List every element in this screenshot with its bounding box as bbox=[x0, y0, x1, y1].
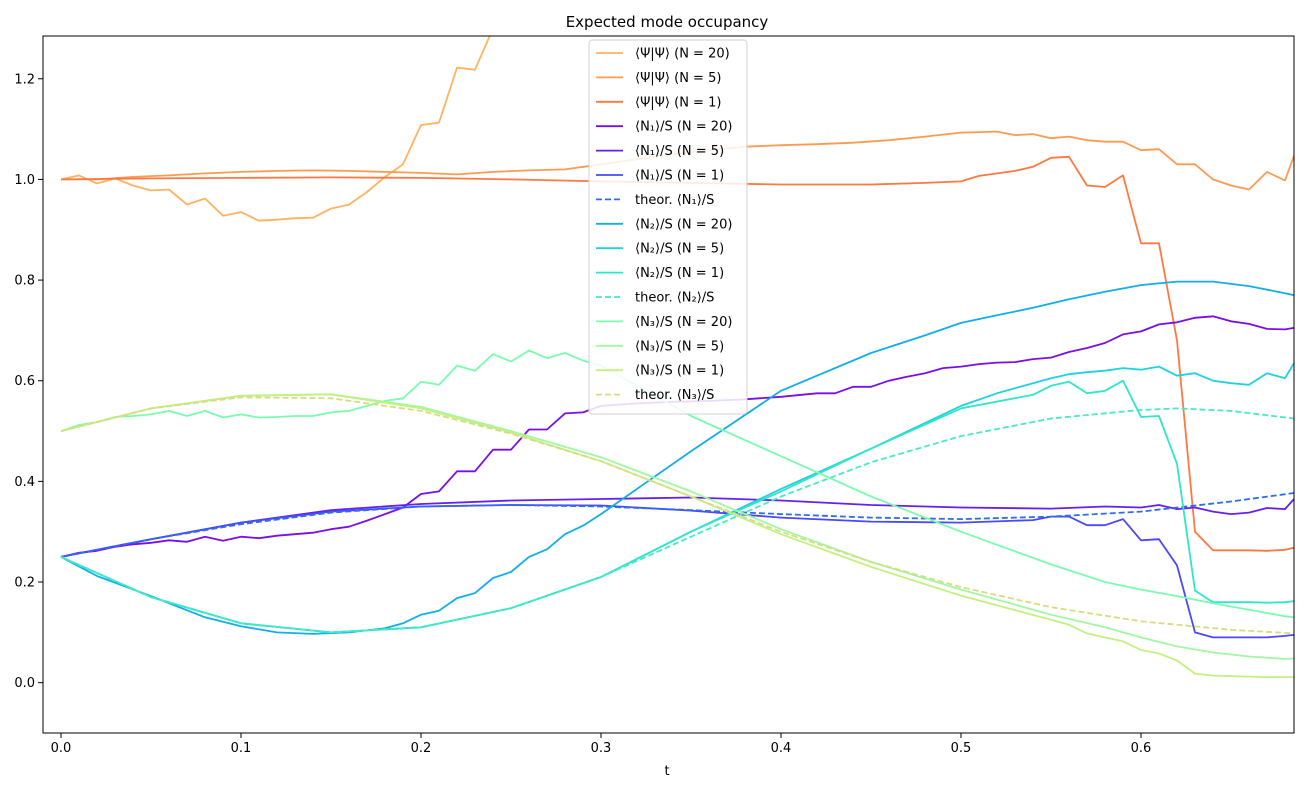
legend-label: ⟨N₂⟩/S (N = 5) bbox=[635, 242, 724, 257]
series-line-12 bbox=[60, 349, 1294, 619]
legend-label: ⟨N₃⟩/S (N = 5) bbox=[635, 339, 724, 354]
x-axis-label: t bbox=[664, 764, 669, 779]
x-tick-label: 0.0 bbox=[51, 741, 72, 756]
legend-label: theor. ⟨N₁⟩/S bbox=[635, 193, 714, 208]
legend-label: ⟨N₃⟩/S (N = 20) bbox=[635, 315, 732, 330]
x-tick-label: 0.1 bbox=[231, 741, 252, 756]
series-line-7 bbox=[60, 492, 1294, 558]
series-line-10 bbox=[60, 379, 1294, 634]
x-axis: 0.0 0.1 0.2 0.3 0.4 0.5 0.6 bbox=[51, 733, 1152, 756]
series-line-15 bbox=[60, 396, 1294, 635]
legend-label: ⟨Ψ|Ψ⟩ (N = 20) bbox=[635, 47, 730, 62]
y-tick-label: 0.8 bbox=[14, 274, 35, 289]
series-line-2 bbox=[61, 130, 1294, 191]
series-line-5 bbox=[60, 496, 1294, 558]
legend-label: theor. ⟨N₂⟩/S bbox=[635, 291, 714, 306]
series-line-6 bbox=[60, 504, 1294, 639]
y-tick-label: 0.6 bbox=[14, 374, 35, 389]
series-line-13 bbox=[60, 393, 1294, 660]
x-tick-label: 0.3 bbox=[591, 741, 612, 756]
chart-title: Expected mode occupancy bbox=[566, 13, 769, 31]
y-axis: 0.0 0.2 0.4 0.6 0.8 1.0 1.2 bbox=[14, 72, 43, 691]
series-line-14 bbox=[60, 393, 1294, 678]
legend-label: ⟨N₃⟩/S (N = 1) bbox=[635, 364, 724, 379]
series-line-8 bbox=[60, 280, 1294, 635]
legend-label: theor. ⟨N₃⟩/S bbox=[635, 388, 714, 403]
legend-label: ⟨N₁⟩/S (N = 1) bbox=[635, 169, 724, 184]
y-tick-label: 0.2 bbox=[14, 576, 35, 591]
series-line-11 bbox=[60, 407, 1294, 634]
legend: ⟨Ψ|Ψ⟩ (N = 20) ⟨Ψ|Ψ⟩ (N = 5) ⟨Ψ|Ψ⟩ (N = 1)… bbox=[588, 39, 748, 415]
legend-label: ⟨N₁⟩/S (N = 5) bbox=[635, 144, 724, 159]
legend-label: ⟨N₁⟩/S (N = 20) bbox=[635, 120, 732, 135]
series-line-1 bbox=[60, 36, 491, 222]
legend-label: ⟨N₂⟩/S (N = 1) bbox=[635, 266, 724, 281]
series-line-3 bbox=[60, 155, 1294, 552]
x-tick-label: 0.5 bbox=[951, 741, 972, 756]
legend-box bbox=[588, 39, 748, 415]
y-tick-label: 0.0 bbox=[14, 676, 35, 691]
y-tick-label: 1.2 bbox=[14, 72, 35, 87]
x-tick-label: 0.4 bbox=[771, 741, 792, 756]
plot-lines bbox=[60, 36, 1294, 678]
legend-label: ⟨Ψ|Ψ⟩ (N = 5) bbox=[635, 71, 721, 86]
x-tick-label: 0.2 bbox=[411, 741, 432, 756]
x-tick-label: 0.6 bbox=[1131, 741, 1152, 756]
y-tick-label: 0.4 bbox=[14, 475, 35, 490]
legend-label: ⟨Ψ|Ψ⟩ (N = 1) bbox=[635, 95, 721, 110]
legend-label: ⟨N₂⟩/S (N = 20) bbox=[635, 217, 732, 232]
plot-area-frame bbox=[42, 35, 1295, 734]
y-tick-label: 1.0 bbox=[14, 173, 35, 188]
